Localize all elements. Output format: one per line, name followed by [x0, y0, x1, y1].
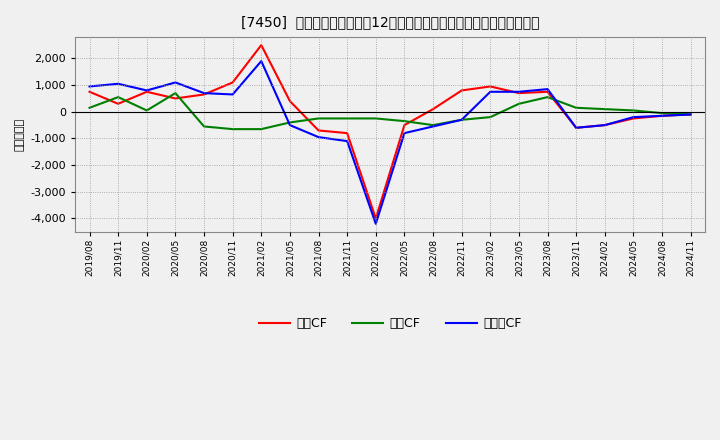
- 営業CF: [114, 101, 122, 106]
- 投資CF: [114, 95, 122, 100]
- 営業CF: [515, 91, 523, 96]
- 営業CF: [257, 43, 266, 48]
- 投資CF: [457, 117, 466, 122]
- 営業CF: [572, 125, 580, 130]
- 営業CF: [600, 122, 609, 128]
- 営業CF: [143, 89, 151, 95]
- 営業CF: [85, 89, 94, 95]
- 投資CF: [257, 126, 266, 132]
- 投資CF: [629, 108, 638, 113]
- 営業CF: [686, 112, 695, 117]
- 営業CF: [543, 89, 552, 95]
- フリーCF: [515, 89, 523, 95]
- フリーCF: [343, 139, 351, 144]
- 投資CF: [686, 112, 695, 117]
- フリーCF: [428, 124, 437, 129]
- 投資CF: [372, 116, 380, 121]
- Title: [7450]  キャッシュフローの12か月移動合計の対前年同期増減額の推移: [7450] キャッシュフローの12か月移動合計の対前年同期増減額の推移: [241, 15, 539, 29]
- フリーCF: [257, 59, 266, 64]
- フリーCF: [572, 125, 580, 130]
- フリーCF: [286, 122, 294, 128]
- 営業CF: [457, 88, 466, 93]
- フリーCF: [143, 88, 151, 93]
- 投資CF: [543, 95, 552, 100]
- 投資CF: [171, 91, 180, 96]
- 営業CF: [658, 113, 667, 118]
- 営業CF: [372, 216, 380, 221]
- 営業CF: [428, 106, 437, 112]
- 営業CF: [314, 128, 323, 133]
- Line: フリーCF: フリーCF: [89, 61, 690, 224]
- Line: 投資CF: 投資CF: [89, 93, 690, 129]
- フリーCF: [658, 113, 667, 118]
- フリーCF: [171, 80, 180, 85]
- 投資CF: [343, 116, 351, 121]
- 営業CF: [171, 96, 180, 101]
- 投資CF: [199, 124, 208, 129]
- フリーCF: [543, 87, 552, 92]
- 営業CF: [343, 131, 351, 136]
- フリーCF: [114, 81, 122, 86]
- フリーCF: [686, 112, 695, 117]
- 投資CF: [428, 122, 437, 128]
- 営業CF: [199, 92, 208, 97]
- Line: 営業CF: 営業CF: [89, 45, 690, 219]
- 投資CF: [400, 118, 409, 124]
- 投資CF: [515, 101, 523, 106]
- 投資CF: [228, 126, 237, 132]
- 投資CF: [572, 105, 580, 110]
- フリーCF: [629, 114, 638, 120]
- 営業CF: [629, 116, 638, 121]
- Y-axis label: （百万円）: （百万円）: [15, 118, 25, 151]
- 投資CF: [486, 114, 495, 120]
- 投資CF: [85, 105, 94, 110]
- フリーCF: [486, 89, 495, 95]
- 投資CF: [600, 106, 609, 112]
- 投資CF: [286, 120, 294, 125]
- 投資CF: [658, 110, 667, 116]
- 営業CF: [286, 99, 294, 104]
- フリーCF: [372, 221, 380, 227]
- 営業CF: [400, 122, 409, 128]
- フリーCF: [85, 84, 94, 89]
- 営業CF: [228, 80, 237, 85]
- フリーCF: [228, 92, 237, 97]
- 投資CF: [143, 108, 151, 113]
- フリーCF: [314, 135, 323, 140]
- フリーCF: [400, 131, 409, 136]
- 営業CF: [486, 84, 495, 89]
- Legend: 営業CF, 投資CF, フリーCF: 営業CF, 投資CF, フリーCF: [253, 312, 526, 335]
- フリーCF: [600, 122, 609, 128]
- 投資CF: [314, 116, 323, 121]
- フリーCF: [199, 91, 208, 96]
- フリーCF: [457, 117, 466, 122]
